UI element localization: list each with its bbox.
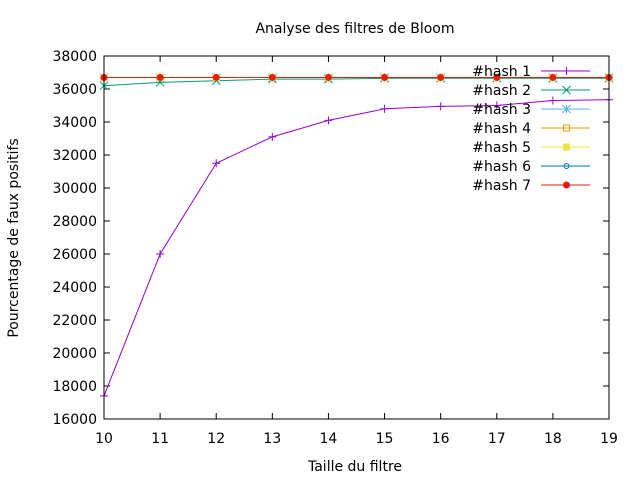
series-line bbox=[103, 77, 609, 87]
data-point bbox=[549, 73, 557, 81]
x-tick-label: 11 bbox=[151, 431, 169, 447]
y-tick-label: 16000 bbox=[52, 412, 97, 428]
axis-ticks: 10 11 12 13 14 15 16 17 18 19 16000 18000 20000 22000… bbox=[52, 49, 617, 447]
x-tick-label: 18 bbox=[544, 431, 562, 447]
y-tick-label: 32000 bbox=[52, 148, 97, 164]
x-axis-label: Taille du filtre bbox=[307, 459, 402, 475]
legend-entry: #hash 6 bbox=[472, 159, 590, 175]
data-point bbox=[268, 132, 277, 141]
legend-entry: #hash 1 bbox=[472, 64, 590, 80]
legend-label: #hash 1 bbox=[472, 64, 531, 80]
data-point bbox=[492, 101, 501, 110]
data-point bbox=[156, 250, 165, 258]
x-tick-label: 16 bbox=[432, 431, 450, 447]
data-point bbox=[212, 73, 220, 81]
data-point bbox=[212, 159, 221, 168]
legend-label: #hash 4 bbox=[472, 121, 531, 137]
legend-entry: #hash 3 bbox=[472, 102, 590, 118]
data-point bbox=[156, 73, 164, 81]
y-tick-label: 28000 bbox=[52, 214, 97, 230]
legend-entry: #hash 5 bbox=[472, 140, 590, 156]
y-tick-label: 38000 bbox=[52, 49, 97, 65]
legend-swatch-marker bbox=[562, 104, 571, 114]
data-point bbox=[493, 73, 501, 81]
y-tick-label: 24000 bbox=[52, 280, 97, 296]
legend-entry: #hash 4 bbox=[472, 121, 590, 137]
legend-label: #hash 5 bbox=[472, 140, 531, 156]
legend-swatch-marker bbox=[562, 67, 571, 75]
legend-entry: #hash 2 bbox=[472, 83, 590, 99]
data-point bbox=[436, 102, 445, 111]
legend-label: #hash 7 bbox=[472, 178, 531, 194]
data-point bbox=[548, 96, 557, 105]
x-tick-label: 15 bbox=[376, 431, 394, 447]
chart-title: Analyse des filtres de Bloom bbox=[255, 21, 454, 37]
legend-entry: #hash 7 bbox=[472, 178, 590, 194]
y-tick-label: 22000 bbox=[52, 313, 97, 329]
legend-label: #hash 6 bbox=[472, 159, 531, 175]
x-tick-label: 13 bbox=[263, 431, 281, 447]
legend-swatch-marker bbox=[563, 124, 570, 132]
legend-swatch-marker bbox=[563, 163, 570, 169]
legend: #hash 1 #hash 2 #hash 3 #hash 4 #hash 5 #hash… bbox=[472, 64, 590, 194]
legend-swatch-marker bbox=[563, 143, 570, 151]
x-tick-label: 14 bbox=[320, 431, 338, 447]
y-tick-label: 34000 bbox=[52, 115, 97, 131]
data-point bbox=[324, 73, 332, 81]
series-line bbox=[103, 99, 610, 397]
x-tick-label: 10 bbox=[95, 431, 113, 447]
legend-swatch-marker bbox=[562, 85, 571, 95]
legend-label: #hash 2 bbox=[472, 83, 531, 99]
y-axis-label: Pourcentage de faux positifs bbox=[6, 138, 22, 337]
x-tick-label: 12 bbox=[207, 431, 225, 447]
x-tick-label: 17 bbox=[488, 431, 506, 447]
y-tick-label: 18000 bbox=[52, 379, 97, 395]
data-point bbox=[381, 73, 389, 81]
y-tick-label: 20000 bbox=[52, 346, 97, 362]
y-tick-label: 30000 bbox=[52, 181, 97, 197]
data-point bbox=[380, 104, 389, 113]
y-tick-label: 26000 bbox=[52, 247, 97, 263]
data-point bbox=[437, 73, 445, 81]
x-tick-label: 19 bbox=[600, 431, 618, 447]
legend-label: #hash 3 bbox=[472, 102, 531, 118]
plot-frame bbox=[103, 55, 610, 420]
data-point bbox=[268, 73, 276, 81]
legend-swatch-marker bbox=[563, 181, 570, 189]
data-point bbox=[324, 116, 333, 125]
y-tick-label: 36000 bbox=[52, 82, 97, 98]
